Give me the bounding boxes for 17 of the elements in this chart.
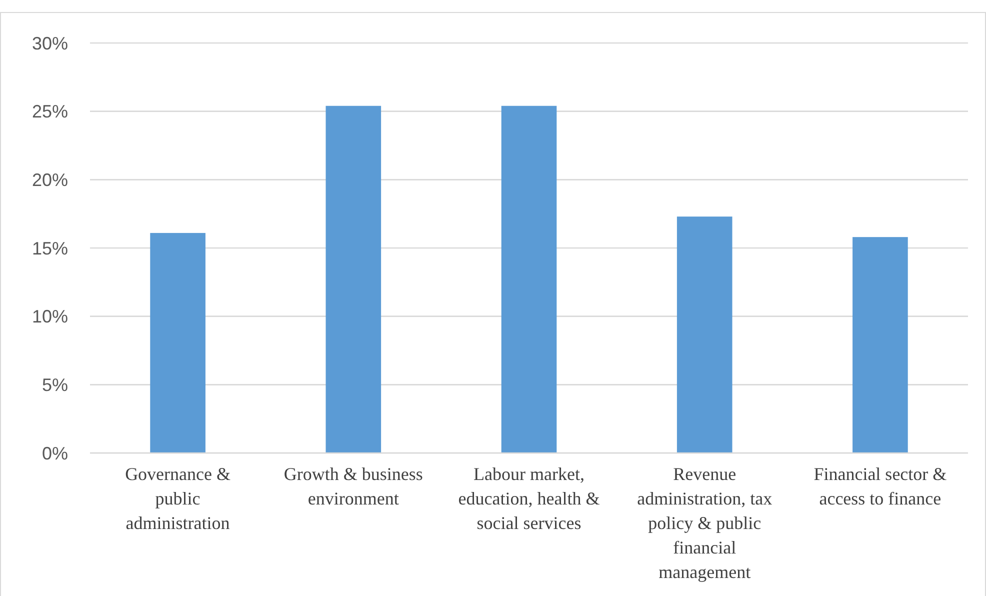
x-tick-label: Labour market, education, health & social services	[458, 464, 600, 533]
y-tick-label: 10%	[32, 306, 68, 327]
bar	[676, 216, 732, 453]
y-tick-label: 0%	[42, 443, 68, 464]
y-tick-label: 5%	[42, 374, 68, 395]
y-tick-label: 20%	[32, 170, 68, 190]
y-tick-label: 25%	[32, 102, 68, 122]
x-tick-label: Financial sector & access to finance	[814, 464, 947, 508]
y-tick-label: 15%	[32, 238, 68, 258]
x-tick-label: Growth & business environment	[284, 464, 423, 508]
x-tick-label: Governance & public administration	[125, 464, 231, 533]
y-tick-label: 30%	[32, 33, 68, 54]
bar	[852, 237, 908, 453]
bar	[150, 232, 206, 453]
bar	[501, 106, 557, 453]
bar	[326, 106, 382, 453]
x-tick-label: Revenue administration, tax policy & public financial management	[637, 464, 772, 582]
